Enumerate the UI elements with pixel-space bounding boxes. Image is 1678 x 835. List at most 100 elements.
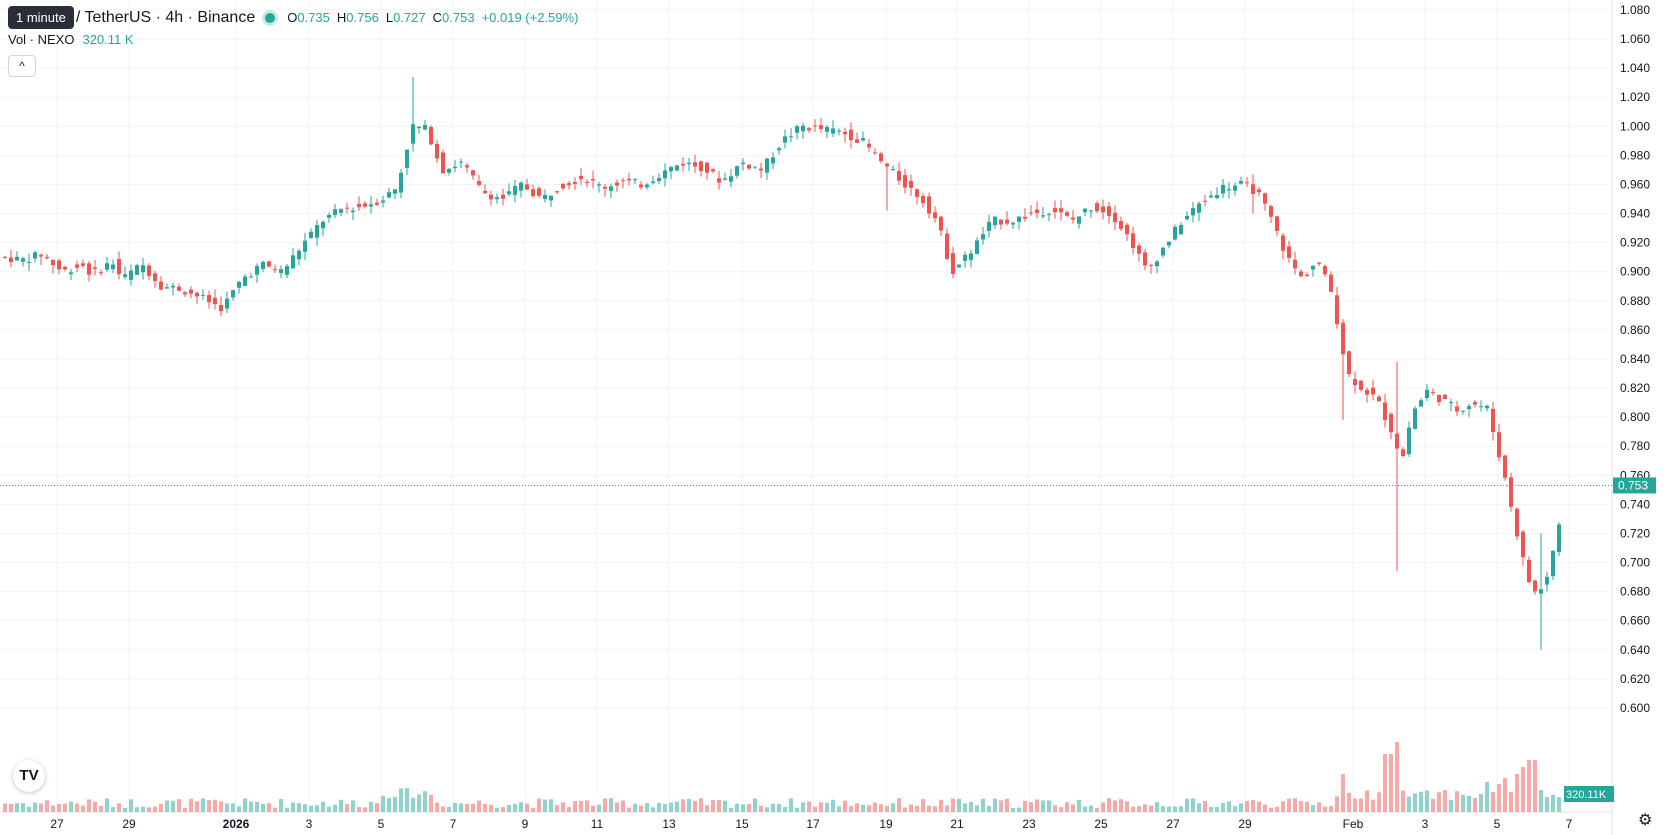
candle-body <box>1113 212 1117 223</box>
candle-body <box>939 216 943 231</box>
candle-body <box>945 233 949 259</box>
candle-body <box>879 153 883 162</box>
candle-body <box>1041 215 1045 217</box>
volume-bar <box>105 798 109 812</box>
volume-bar <box>807 801 811 812</box>
volume-bar <box>183 807 187 812</box>
candle-body <box>1185 215 1189 220</box>
price-tick-label: 0.720 <box>1620 526 1650 540</box>
candle-body <box>1401 449 1405 456</box>
volume-bar <box>201 798 205 812</box>
candle-body <box>339 209 343 213</box>
volume-bar <box>633 803 637 812</box>
candle-body <box>1167 241 1171 246</box>
volume-bar <box>297 803 301 812</box>
candle-body <box>1521 531 1525 558</box>
volume-bar <box>585 800 589 812</box>
candle-body <box>1149 264 1153 266</box>
candles <box>3 76 1561 650</box>
volume-bar <box>1305 801 1309 812</box>
candle-body <box>375 202 379 205</box>
volume-bar <box>1521 767 1525 812</box>
candle-body <box>213 297 217 305</box>
volume-bar <box>423 791 427 812</box>
volume-bar <box>963 803 967 812</box>
price-tick-label: 0.640 <box>1620 643 1650 657</box>
volume-bar <box>27 806 31 812</box>
time-tick-label: 27 <box>1166 817 1180 831</box>
volume-bar <box>1071 804 1075 812</box>
volume-bar <box>171 800 175 812</box>
volume-bar <box>861 804 865 812</box>
candle-body <box>1539 589 1543 594</box>
volume-bar <box>513 803 517 812</box>
candle-body <box>1203 200 1207 202</box>
volume-bar <box>411 797 415 812</box>
candle-body <box>345 207 349 209</box>
volume-bar <box>1311 804 1315 812</box>
candle-body <box>861 138 865 141</box>
symbol-title[interactable]: / TetherUS · 4h · Binance <box>75 8 256 26</box>
time-tick-label: 27 <box>50 817 64 831</box>
volume-bar <box>663 803 667 812</box>
volume-bar <box>747 804 751 812</box>
candle-body <box>1065 212 1069 216</box>
candle-body <box>1077 216 1081 224</box>
volume-bar <box>495 807 499 812</box>
collapse-legend-button[interactable]: ^ <box>8 55 36 77</box>
candle-body <box>21 258 25 262</box>
volume-bar <box>927 805 931 812</box>
candle-body <box>1479 406 1483 408</box>
candle-body <box>243 276 247 286</box>
volume-bar <box>999 800 1003 812</box>
candle-body <box>1209 195 1213 198</box>
candle-body <box>423 124 427 130</box>
volume-bar <box>1485 782 1489 812</box>
candle-body <box>201 294 205 296</box>
volume-bar <box>507 804 511 812</box>
candle-body <box>27 261 31 263</box>
candle-body <box>1143 252 1147 266</box>
price-tick-label: 1.040 <box>1620 61 1650 75</box>
market-status-icon[interactable] <box>265 12 276 23</box>
candle-body <box>957 264 961 268</box>
time-tick-label: 3 <box>1422 817 1429 831</box>
volume-bar <box>315 805 319 812</box>
volume-bar <box>921 798 925 812</box>
volume-bar <box>879 804 883 812</box>
volume-bar <box>705 805 709 812</box>
tradingview-logo-icon[interactable]: TV <box>13 760 45 792</box>
volume-bar <box>1341 774 1345 812</box>
time-tick-label: 5 <box>1494 817 1501 831</box>
volume-bar <box>1011 807 1015 812</box>
volume-bar <box>645 803 649 812</box>
candle-body <box>1179 224 1183 235</box>
gear-icon[interactable]: ⚙ <box>1638 812 1653 829</box>
volume-bar <box>387 797 391 812</box>
volume-bar <box>261 803 265 812</box>
volume-bar <box>1497 784 1501 812</box>
volume-badge <box>1564 786 1614 802</box>
candle-body <box>795 126 799 133</box>
volume-bar <box>753 798 757 812</box>
candle-body <box>69 272 73 275</box>
volume-bar <box>1533 760 1537 812</box>
time-tick-label: 29 <box>1238 817 1252 831</box>
last-price-label: 0.753 <box>1618 478 1648 492</box>
candle-body <box>1215 194 1219 199</box>
volume-bar <box>639 805 643 812</box>
candle-body <box>279 269 283 274</box>
volume-bar <box>597 804 601 812</box>
volume-bar <box>87 799 91 812</box>
volume-bar <box>399 788 403 812</box>
candle-body <box>1269 206 1273 217</box>
volume-bar <box>33 802 37 812</box>
candle-body <box>459 161 463 163</box>
volume-bar <box>249 801 253 812</box>
change-value: +0.019 (+2.59%) <box>481 10 579 25</box>
volume-bar <box>111 807 115 812</box>
candle-body <box>1257 189 1261 193</box>
low-value: 0.727 <box>393 10 426 25</box>
candle-body <box>291 255 295 269</box>
